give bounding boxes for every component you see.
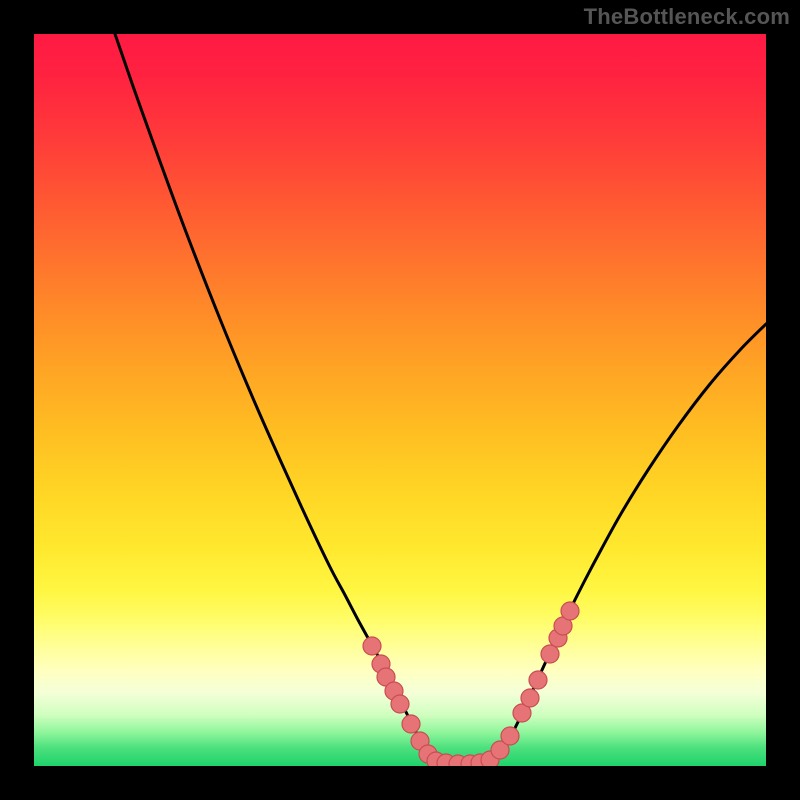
- data-marker: [561, 602, 579, 620]
- data-marker: [529, 671, 547, 689]
- data-marker: [521, 689, 539, 707]
- data-marker: [363, 637, 381, 655]
- plot-area: [34, 34, 766, 766]
- data-marker: [501, 727, 519, 745]
- bottleneck-curve: [115, 34, 766, 764]
- data-marker: [541, 645, 559, 663]
- marker-group: [363, 602, 579, 766]
- data-marker: [402, 715, 420, 733]
- curve-layer: [34, 34, 766, 766]
- stage: TheBottleneck.com: [0, 0, 800, 800]
- watermark-text: TheBottleneck.com: [584, 4, 790, 30]
- data-marker: [391, 695, 409, 713]
